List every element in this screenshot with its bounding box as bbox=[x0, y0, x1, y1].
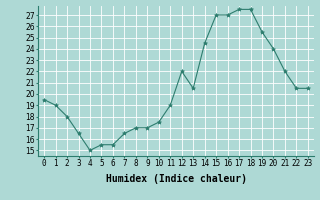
X-axis label: Humidex (Indice chaleur): Humidex (Indice chaleur) bbox=[106, 174, 246, 184]
